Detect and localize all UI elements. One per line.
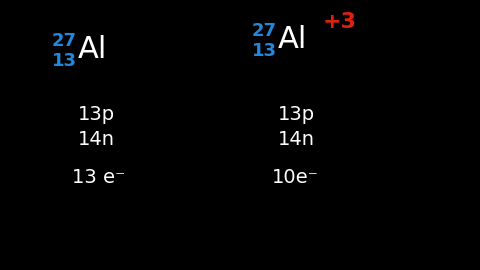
Text: 13: 13 (252, 42, 277, 60)
Text: Al: Al (78, 35, 108, 64)
Text: Al: Al (278, 25, 307, 54)
Text: 13p: 13p (278, 105, 315, 124)
Text: 27: 27 (52, 32, 77, 50)
Text: 13p: 13p (78, 105, 115, 124)
Text: 13 e⁻: 13 e⁻ (72, 168, 125, 187)
Text: 13: 13 (52, 52, 77, 70)
Text: +3: +3 (323, 12, 357, 32)
Text: 14n: 14n (78, 130, 115, 149)
Text: 14n: 14n (278, 130, 315, 149)
Text: 27: 27 (252, 22, 277, 40)
Text: 10e⁻: 10e⁻ (272, 168, 319, 187)
